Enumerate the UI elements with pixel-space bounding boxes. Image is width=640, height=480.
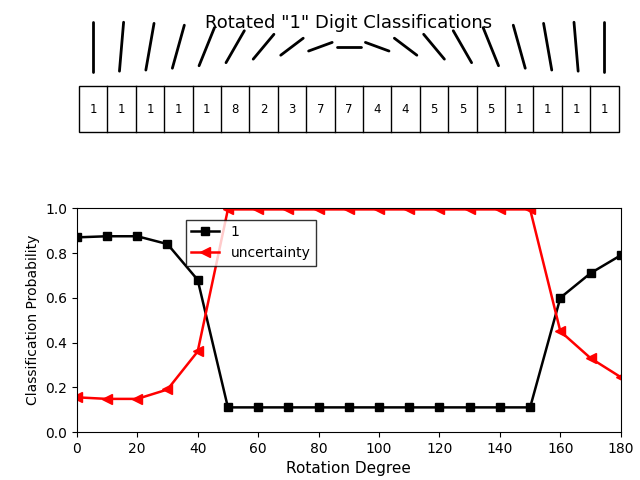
uncertainty bbox=[466, 206, 474, 212]
Text: 1: 1 bbox=[175, 103, 182, 116]
Y-axis label: Classification Probability: Classification Probability bbox=[26, 235, 40, 405]
Text: 1: 1 bbox=[601, 103, 608, 116]
Line: 1: 1 bbox=[72, 232, 625, 411]
1 bbox=[315, 405, 323, 410]
Text: 1: 1 bbox=[203, 103, 211, 116]
Legend: 1, uncertainty: 1, uncertainty bbox=[186, 220, 316, 266]
1 bbox=[224, 405, 232, 410]
Text: 5: 5 bbox=[459, 103, 466, 116]
1 bbox=[133, 233, 141, 239]
1 bbox=[466, 405, 474, 410]
uncertainty bbox=[315, 206, 323, 212]
1 bbox=[164, 241, 172, 247]
X-axis label: Rotation Degree: Rotation Degree bbox=[286, 461, 412, 476]
uncertainty bbox=[73, 395, 81, 400]
uncertainty bbox=[587, 355, 595, 361]
uncertainty bbox=[557, 328, 564, 334]
uncertainty bbox=[405, 206, 413, 212]
uncertainty bbox=[254, 206, 262, 212]
uncertainty bbox=[194, 348, 202, 354]
Line: uncertainty: uncertainty bbox=[72, 204, 626, 404]
Text: 7: 7 bbox=[345, 103, 353, 116]
Text: 4: 4 bbox=[374, 103, 381, 116]
1 bbox=[254, 405, 262, 410]
1 bbox=[405, 405, 413, 410]
Text: 5: 5 bbox=[430, 103, 438, 116]
Text: 2: 2 bbox=[260, 103, 268, 116]
uncertainty bbox=[617, 374, 625, 380]
1 bbox=[285, 405, 292, 410]
Text: 1: 1 bbox=[90, 103, 97, 116]
1 bbox=[617, 252, 625, 258]
1 bbox=[496, 405, 504, 410]
Text: 1: 1 bbox=[572, 103, 580, 116]
uncertainty bbox=[133, 396, 141, 402]
uncertainty bbox=[285, 206, 292, 212]
uncertainty bbox=[345, 206, 353, 212]
1 bbox=[526, 405, 534, 410]
1 bbox=[345, 405, 353, 410]
Text: 8: 8 bbox=[232, 103, 239, 116]
uncertainty bbox=[164, 386, 172, 392]
uncertainty bbox=[496, 206, 504, 212]
uncertainty bbox=[224, 206, 232, 212]
uncertainty bbox=[526, 206, 534, 212]
Text: 4: 4 bbox=[402, 103, 410, 116]
1 bbox=[587, 270, 595, 276]
Text: 7: 7 bbox=[317, 103, 324, 116]
1 bbox=[103, 233, 111, 239]
Text: 3: 3 bbox=[288, 103, 296, 116]
Text: 1: 1 bbox=[544, 103, 552, 116]
Text: Rotated "1" Digit Classifications: Rotated "1" Digit Classifications bbox=[205, 14, 492, 33]
Text: 1: 1 bbox=[146, 103, 154, 116]
uncertainty bbox=[103, 396, 111, 402]
1 bbox=[557, 295, 564, 300]
uncertainty bbox=[436, 206, 444, 212]
uncertainty bbox=[375, 206, 383, 212]
1 bbox=[375, 405, 383, 410]
1 bbox=[73, 235, 81, 240]
Bar bbox=[79, 86, 619, 132]
Text: 1: 1 bbox=[515, 103, 523, 116]
1 bbox=[436, 405, 444, 410]
Text: 1: 1 bbox=[118, 103, 125, 116]
Text: 5: 5 bbox=[487, 103, 495, 116]
1 bbox=[194, 277, 202, 283]
